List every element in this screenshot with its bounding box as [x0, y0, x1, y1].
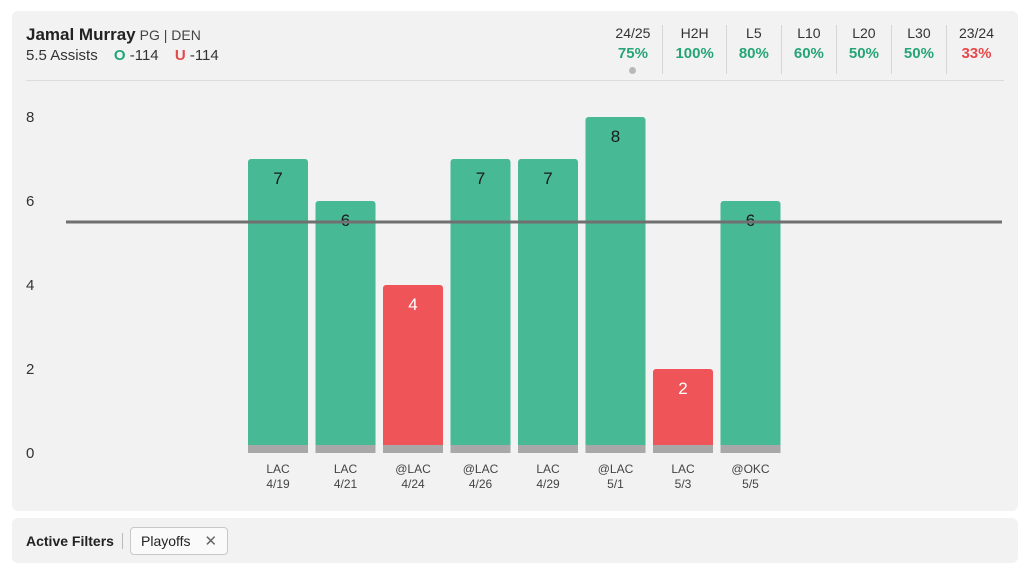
bar-base — [653, 445, 713, 453]
x-tick-date: 5/1 — [607, 477, 624, 491]
bar-value-label: 2 — [678, 379, 687, 398]
stat-value: 50% — [848, 45, 879, 62]
selected-indicator-dot — [629, 67, 637, 74]
bar-base — [720, 445, 781, 453]
stat-tab-24-25[interactable]: 24/25 75% — [603, 25, 662, 74]
x-tick-opponent: @LAC — [395, 462, 431, 476]
y-tick-label: 0 — [26, 445, 34, 462]
stat-label: L10 — [797, 25, 821, 41]
bar — [450, 159, 511, 453]
player-header: Jamal Murray PG | DEN — [26, 25, 201, 45]
over-odds: -114 — [129, 47, 159, 64]
x-tick-date: 5/3 — [675, 477, 692, 491]
bar-base — [315, 445, 376, 453]
bar — [653, 369, 713, 453]
stat-label: 23/24 — [958, 25, 994, 41]
x-tick-opponent: LAC — [536, 462, 560, 476]
bar-value-label: 7 — [543, 169, 552, 188]
stat-value: 60% — [793, 45, 824, 62]
x-tick-date: 4/19 — [266, 477, 290, 491]
stat-label: 24/25 — [615, 25, 651, 41]
stat-tab-23-24[interactable]: 23/24 33% — [945, 25, 1006, 74]
close-icon[interactable]: ✕ — [204, 533, 218, 550]
x-tick-opponent: LAC — [334, 462, 358, 476]
x-tick-opponent: @LAC — [598, 462, 634, 476]
bar-base — [450, 445, 511, 453]
bar — [248, 159, 308, 453]
x-tick-date: 4/24 — [401, 477, 425, 491]
x-tick-date: 4/29 — [536, 477, 560, 491]
bar — [383, 285, 443, 453]
filters-divider — [122, 533, 123, 549]
filter-chip-playoffs[interactable]: Playoffs ✕ — [130, 527, 229, 555]
stat-value: 75% — [617, 45, 648, 62]
bar-value-label: 7 — [273, 169, 282, 188]
bar — [315, 201, 376, 453]
stat-label: L30 — [907, 25, 931, 41]
stat-value: 80% — [738, 45, 769, 62]
under-indicator: U — [174, 47, 186, 64]
bar-base — [383, 445, 443, 453]
bar-value-label: 8 — [611, 127, 620, 146]
prop-line: 5.5 Assists O -114 U -114 — [26, 47, 219, 64]
active-filters-title: Active Filters — [26, 533, 114, 549]
under-odds: -114 — [189, 47, 219, 64]
y-tick-label: 8 — [26, 109, 34, 126]
x-tick-opponent: LAC — [671, 462, 695, 476]
x-tick-opponent: LAC — [266, 462, 290, 476]
bar — [720, 201, 781, 453]
hit-rate-tabs: 24/25 75% H2H 100% L5 80% L10 60% L20 50% L30 50% 23… — [603, 25, 1006, 74]
filter-chip-label: Playoffs — [141, 533, 191, 549]
x-tick-date: 4/26 — [469, 477, 493, 491]
stat-tab-l30[interactable]: L30 50% — [890, 25, 946, 74]
stat-tab-l20[interactable]: L20 50% — [835, 25, 891, 74]
y-tick-label: 4 — [26, 277, 34, 294]
bar-value-label: 4 — [408, 295, 417, 314]
x-tick-opponent: @LAC — [463, 462, 499, 476]
over-indicator: O — [113, 47, 126, 64]
assists-bar-chart: 024687LAC4/196LAC4/214@LAC4/247@LAC4/267… — [26, 109, 1002, 491]
bar-base — [248, 445, 308, 453]
chart-card: Jamal Murray PG | DEN 5.5 Assists O -114 … — [12, 11, 1018, 511]
player-position-team: PG | DEN — [139, 27, 201, 43]
stat-label: H2H — [680, 25, 709, 41]
bar-value-label: 7 — [476, 169, 485, 188]
player-name: Jamal Murray — [26, 25, 136, 44]
bar — [585, 117, 646, 453]
bar-base — [585, 445, 646, 453]
x-tick-date: 5/5 — [742, 477, 759, 491]
prop-label: 5.5 Assists — [26, 47, 98, 64]
bar — [518, 159, 578, 453]
x-tick-opponent: @OKC — [731, 462, 770, 476]
active-filters-bar: Active Filters Playoffs ✕ — [12, 518, 1018, 563]
bar-base — [518, 445, 578, 453]
stat-tab-h2h[interactable]: H2H 100% — [662, 25, 725, 74]
stat-label: L20 — [852, 25, 876, 41]
stat-tab-l5[interactable]: L5 80% — [725, 25, 781, 74]
stat-value: 33% — [961, 45, 992, 62]
stat-value: 100% — [675, 45, 714, 62]
header-divider — [26, 80, 1004, 81]
x-tick-date: 4/21 — [334, 477, 358, 491]
y-tick-label: 6 — [26, 193, 34, 210]
stat-label: L5 — [746, 25, 762, 41]
y-tick-label: 2 — [26, 361, 34, 378]
stat-tab-l10[interactable]: L10 60% — [780, 25, 836, 74]
stat-value: 50% — [903, 45, 934, 62]
